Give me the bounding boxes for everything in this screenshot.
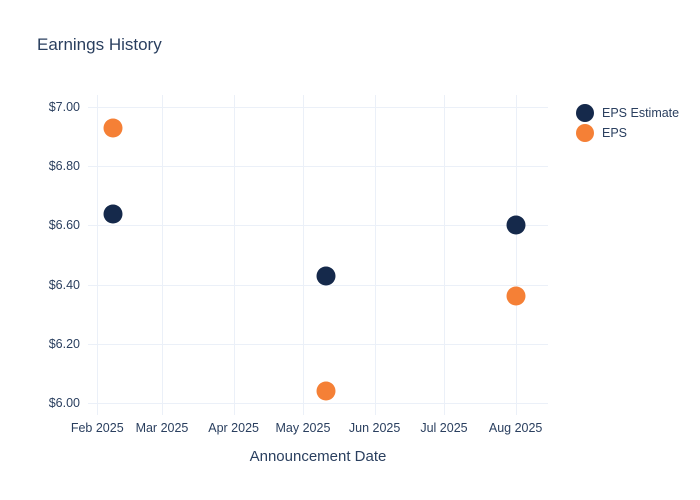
x-gridline — [161, 95, 163, 415]
x-gridline — [443, 95, 445, 415]
y-tick-label: $6.40 — [48, 277, 80, 292]
legend-label-eps-estimate: EPS Estimate — [602, 106, 680, 120]
y-gridline — [88, 284, 548, 286]
data-point-eps-2[interactable] — [506, 286, 526, 306]
x-gridline — [515, 95, 517, 415]
y-gridline — [88, 106, 548, 108]
eps-marker-icon — [576, 124, 594, 142]
y-tick-label: $6.60 — [48, 218, 80, 233]
x-tick-label: Apr 2025 — [208, 421, 259, 435]
x-gridline — [374, 95, 376, 415]
legend-item-eps-estimate[interactable]: EPS Estimate — [576, 103, 679, 123]
y-tick-label: $6.00 — [48, 396, 80, 411]
y-gridline — [88, 166, 548, 168]
data-point-eps-1[interactable] — [316, 381, 336, 401]
data-point-eps-estimate-0[interactable] — [103, 204, 123, 224]
x-tick-label: May 2025 — [275, 421, 331, 435]
x-tick-label: Jul 2025 — [420, 421, 468, 435]
x-tick-label: Aug 2025 — [488, 421, 543, 435]
x-gridline — [233, 95, 235, 415]
chart-title: Earnings History — [37, 35, 162, 54]
x-tick-label: Feb 2025 — [70, 421, 124, 435]
eps-estimate-marker-icon — [576, 104, 594, 122]
legend-label-eps: EPS — [602, 126, 628, 140]
legend-item-eps[interactable]: EPS — [576, 123, 679, 143]
x-tick-label: Jun 2025 — [348, 421, 401, 435]
y-tick-label: $6.80 — [48, 159, 80, 174]
data-point-eps-estimate-2[interactable] — [506, 215, 526, 235]
x-tick-label: Mar 2025 — [135, 421, 189, 435]
data-point-eps-0[interactable] — [103, 118, 123, 138]
x-gridline — [302, 95, 304, 415]
y-gridline — [88, 343, 548, 345]
y-tick-label: $7.00 — [48, 99, 80, 114]
y-gridline — [88, 403, 548, 405]
y-gridline — [88, 225, 548, 227]
data-point-eps-estimate-1[interactable] — [316, 266, 336, 286]
x-gridline — [97, 95, 99, 415]
x-axis-title: Announcement Date — [249, 448, 387, 465]
legend: EPS Estimate EPS — [576, 103, 679, 143]
y-tick-label: $6.20 — [48, 336, 80, 351]
